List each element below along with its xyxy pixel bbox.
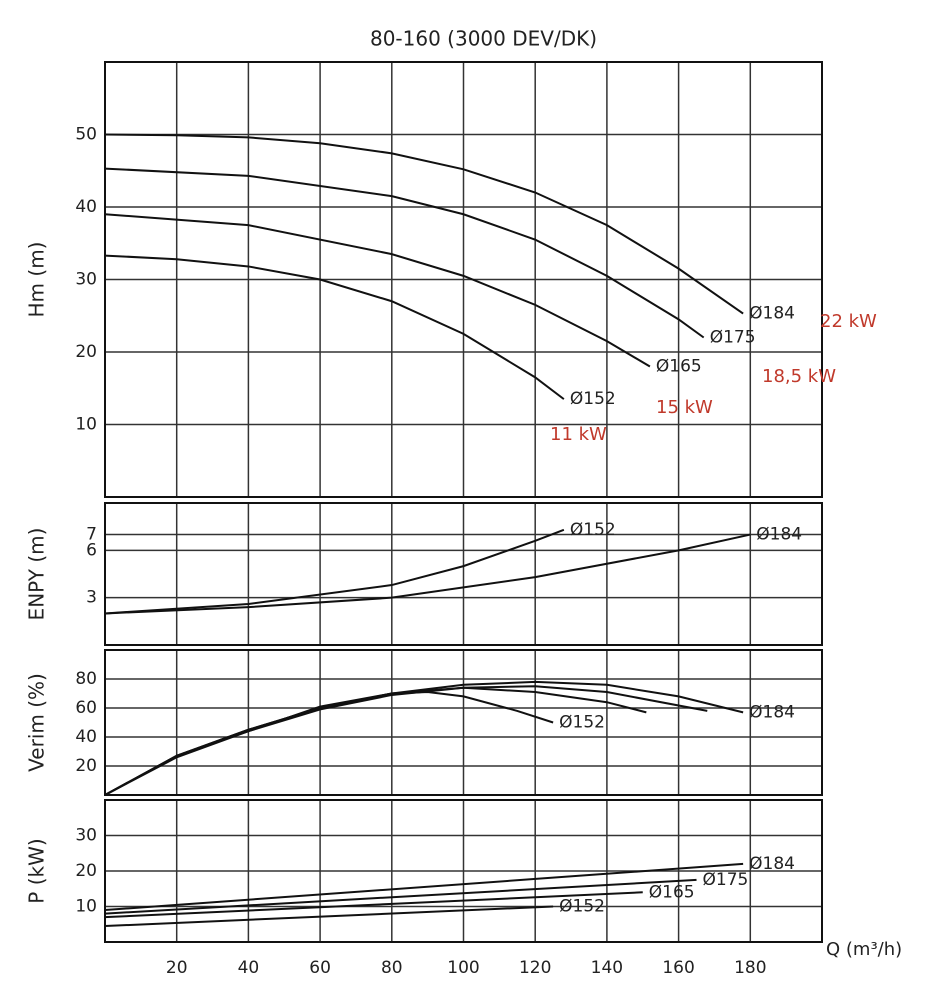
x-axis-label: Q (m³/h): [826, 939, 902, 960]
curve: [104, 254, 565, 400]
series-label: Ø184: [756, 525, 802, 545]
plot-frame: [104, 649, 823, 796]
y-tick-label: 3: [86, 588, 97, 608]
y-tick-label: 10: [75, 415, 97, 435]
curve: [104, 680, 744, 796]
series-label: Ø152: [559, 897, 605, 917]
curve: [104, 905, 554, 928]
y-tick-label: 20: [75, 342, 97, 362]
y-tick-label: 80: [75, 669, 97, 689]
series-label: Ø175: [703, 870, 749, 890]
curve: [104, 533, 751, 615]
y-tick-label: 6: [86, 540, 97, 560]
series-label: Ø165: [656, 357, 702, 377]
power-annotation: 15 kW: [656, 397, 713, 418]
series-label: Ø152: [559, 713, 605, 733]
x-tick-label: 140: [591, 958, 623, 978]
curve: [104, 213, 651, 368]
curve: [104, 686, 647, 796]
y-tick-label: 40: [75, 197, 97, 217]
power-annotation: 11 kW: [550, 424, 607, 445]
y-tick-label: 20: [75, 861, 97, 881]
series-label: Ø165: [649, 882, 695, 902]
curve: [104, 528, 565, 615]
y-tick-label: 20: [75, 756, 97, 776]
series-label: Ø152: [570, 520, 616, 540]
x-tick-label: 40: [238, 958, 260, 978]
curve: [104, 891, 643, 919]
curve: [104, 133, 744, 315]
plot-frame: [104, 799, 823, 943]
series-label: Ø175: [710, 328, 756, 348]
x-tick-label: 20: [166, 958, 188, 978]
power-annotation: 22 kW: [820, 311, 877, 332]
x-tick-label: 180: [734, 958, 766, 978]
chart-title: 80-160 (3000 DEV/DK): [370, 27, 597, 51]
y-tick-label: 40: [75, 727, 97, 747]
plot-frame: [104, 61, 823, 498]
y-tick-label: 30: [75, 826, 97, 846]
x-tick-label: 80: [381, 958, 403, 978]
curve: [104, 685, 708, 796]
y-axis-label: ENPY (m): [25, 528, 49, 621]
y-axis-label: Verim (%): [25, 673, 49, 772]
power-annotation: 18,5 kW: [762, 366, 836, 387]
x-tick-label: 160: [662, 958, 694, 978]
x-tick-label: 100: [447, 958, 479, 978]
y-tick-label: 30: [75, 270, 97, 290]
x-tick-label: 120: [519, 958, 551, 978]
y-tick-label: 60: [75, 698, 97, 718]
series-label: Ø184: [749, 702, 795, 722]
y-axis-label: Hm (m): [25, 242, 49, 318]
y-tick-label: 10: [75, 897, 97, 917]
curve: [104, 862, 744, 912]
curve: [104, 878, 697, 915]
curve: [104, 167, 705, 339]
x-tick-label: 60: [309, 958, 331, 978]
y-tick-label: 50: [75, 125, 97, 145]
series-label: Ø152: [570, 389, 616, 409]
series-label: Ø184: [749, 854, 795, 874]
plot-frame: [104, 502, 823, 646]
series-label: Ø184: [749, 304, 795, 324]
y-axis-label: P (kW): [25, 838, 49, 903]
y-tick-label: 7: [86, 525, 97, 545]
